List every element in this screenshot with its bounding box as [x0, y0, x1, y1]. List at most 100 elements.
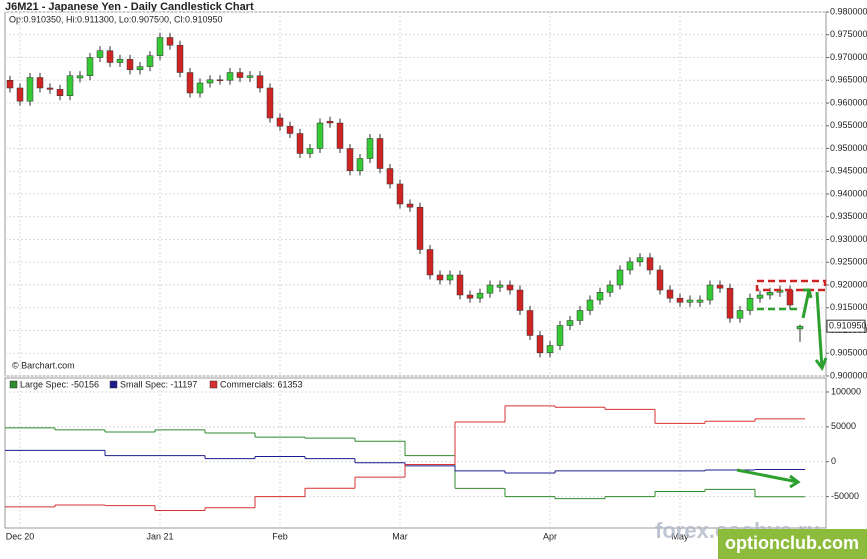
candle-body — [636, 257, 644, 263]
candle-body — [176, 44, 184, 73]
candle-body — [446, 274, 454, 281]
cot-panel — [4, 377, 827, 529]
legend-label: Large Spec: -50156 — [20, 379, 99, 389]
y-tick-label: 0.960000 — [830, 97, 867, 107]
candle-body — [546, 345, 554, 354]
credit: © Barchart.com — [12, 360, 75, 370]
candle-body — [126, 59, 134, 71]
candle-body — [426, 249, 434, 276]
x-tick-label: Apr — [543, 531, 557, 541]
candle-body — [376, 138, 384, 169]
candle-body — [116, 59, 124, 63]
candle-body — [586, 299, 594, 311]
candle-body — [486, 284, 494, 294]
candle-body — [16, 87, 24, 102]
y-tick-label: 0.925000 — [830, 257, 867, 267]
candle-body — [796, 325, 804, 330]
candle-body — [526, 310, 534, 336]
y-tick-label: 0 — [831, 456, 836, 466]
y-tick-label: 0.980000 — [830, 6, 867, 16]
candle-body — [366, 138, 374, 159]
candle-body — [466, 294, 474, 299]
candle-body — [26, 77, 34, 102]
trend-arrow — [736, 468, 801, 489]
candle-body — [156, 37, 164, 56]
up-arrow — [801, 288, 813, 319]
y-tick-label: 0.915000 — [830, 302, 867, 312]
candle-body — [416, 206, 424, 250]
y-tick-label: 0.950000 — [830, 143, 867, 153]
candle-body — [656, 269, 664, 291]
legend-label: Commercials: 61353 — [220, 379, 303, 389]
candle-body — [786, 289, 794, 306]
candle-body — [706, 284, 714, 301]
candle-body — [766, 292, 774, 296]
y-tick-label: 0.970000 — [830, 52, 867, 62]
candle-body — [236, 72, 244, 78]
watermark-box — [718, 529, 867, 559]
candle-body — [206, 79, 214, 84]
chart-title: J6M21 - Japanese Yen - Daily Candlestick… — [5, 1, 254, 13]
candle-body — [396, 183, 404, 205]
candle-body — [666, 289, 674, 299]
legend-swatch — [9, 380, 18, 389]
candle-body — [286, 125, 294, 134]
x-tick-label: Feb — [272, 531, 288, 541]
candle-body — [246, 75, 254, 78]
marks: Dec 20 Jan 21 Feb Mar Apr May 0.900000 0.905000… — [5, 6, 867, 541]
candle-body — [626, 261, 634, 271]
candle-body — [336, 122, 344, 149]
candle-body — [136, 66, 144, 71]
candle-body — [556, 325, 564, 346]
y-tick-label: 0.905000 — [830, 348, 867, 358]
y-tick-label: 0.940000 — [830, 188, 867, 198]
candle-body — [696, 299, 704, 303]
y-tick-label: 50000 — [831, 421, 856, 431]
y-tick-label: 100000 — [831, 386, 861, 396]
down-arrow — [814, 291, 828, 372]
candle-body — [276, 117, 284, 127]
candle-body — [346, 148, 354, 172]
candle-body — [46, 87, 54, 90]
legend-swatch — [209, 380, 218, 389]
watermark: optionclub.com — [725, 533, 859, 553]
candle-body — [226, 72, 234, 81]
y-tick-label: 0.935000 — [830, 211, 867, 221]
candle-body — [726, 287, 734, 319]
resistance-box — [755, 279, 827, 292]
candle-body — [146, 55, 154, 67]
candle-body — [306, 148, 314, 154]
candle-body — [316, 122, 324, 149]
candle-body — [596, 292, 604, 301]
candle-body — [406, 203, 414, 208]
last-price-label: 0.910950 — [829, 321, 867, 331]
candle-body — [166, 37, 174, 46]
candle-body — [216, 79, 224, 82]
candle-body — [536, 335, 544, 354]
candle-body — [256, 75, 264, 89]
candle-body — [76, 75, 84, 79]
y-tick-label: 0.975000 — [830, 29, 867, 39]
candle-body — [6, 80, 14, 89]
candle-body — [386, 168, 394, 185]
candle-body — [356, 158, 364, 172]
legend-swatch — [109, 380, 118, 389]
candle-body — [266, 87, 274, 119]
candle-body — [86, 57, 94, 76]
candle-body — [756, 294, 764, 299]
candle-body — [106, 50, 114, 63]
candle-body — [436, 274, 444, 281]
candle-body — [746, 297, 754, 311]
legend-label: Small Spec: -11197 — [120, 379, 197, 389]
candle-body — [576, 310, 584, 321]
last-price-box — [826, 319, 866, 333]
y-tick-label: 0.930000 — [830, 234, 867, 244]
candle-body — [36, 77, 44, 89]
candle-body — [506, 284, 514, 291]
candle-body — [676, 297, 684, 303]
candle-body — [736, 310, 744, 319]
candle-body — [716, 284, 724, 289]
candle-body — [566, 320, 574, 326]
y-tick-label: 0.965000 — [830, 75, 867, 85]
candle-body — [456, 274, 464, 296]
